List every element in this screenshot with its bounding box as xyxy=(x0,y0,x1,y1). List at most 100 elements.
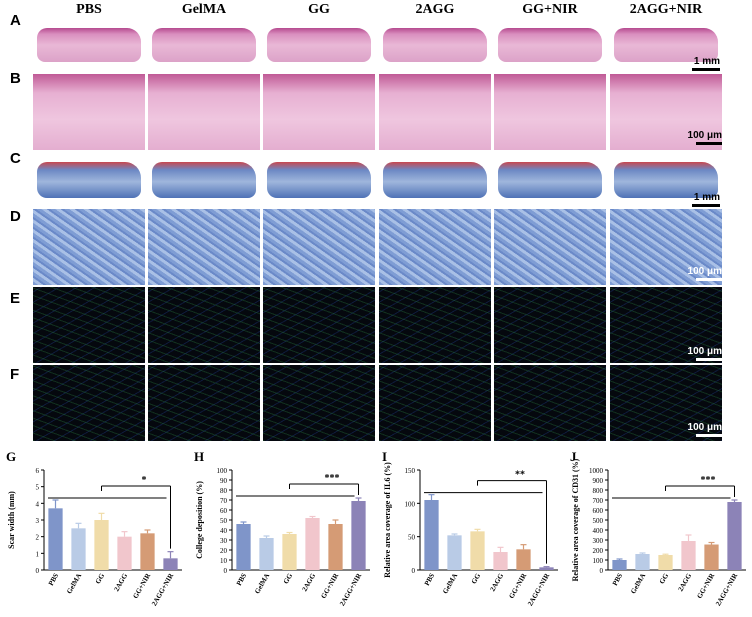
micrograph-D-1 xyxy=(148,209,260,285)
micrograph-C-1 xyxy=(148,154,260,206)
y-tick-label: 200 xyxy=(593,547,604,555)
y-tick-label: 100 xyxy=(217,467,228,475)
micrograph-C-2 xyxy=(263,154,375,206)
scale-bar-a: 1 mm xyxy=(680,56,720,71)
row-label-3: D xyxy=(10,208,21,225)
x-tick-label: 2AGG+NIR xyxy=(338,571,364,607)
tissue-section xyxy=(152,162,256,198)
tissue-section xyxy=(379,365,491,441)
y-tick-label: 300 xyxy=(593,537,604,545)
x-tick-label: PBS xyxy=(47,572,60,587)
micrograph-D-3 xyxy=(379,209,491,285)
micrograph-E-5 xyxy=(610,287,722,363)
column-header-0: PBS xyxy=(76,2,102,17)
y-axis-label: College deposition (%) xyxy=(195,481,204,559)
x-tick-label: PBS xyxy=(235,572,248,587)
row-label-4: E xyxy=(10,290,21,307)
bar-0 xyxy=(424,500,439,570)
bar-3 xyxy=(681,541,696,570)
row-label-2: C xyxy=(10,150,21,167)
tissue-section xyxy=(152,28,256,62)
tissue-section xyxy=(610,287,722,363)
micrograph-B-0 xyxy=(33,74,145,150)
tissue-section xyxy=(383,28,487,62)
column-header-4: GG+NIR xyxy=(522,2,578,17)
scale-bar-d-label: 100 μm xyxy=(687,266,722,277)
column-header-5: 2AGG+NIR xyxy=(629,2,703,17)
x-tick-label: GG+NIR xyxy=(319,571,340,600)
micrograph-B-2 xyxy=(263,74,375,150)
y-tick-label: 10 xyxy=(220,557,228,565)
tissue-section xyxy=(33,365,145,441)
micrograph-D-4 xyxy=(494,209,606,285)
y-tick-label: 5 xyxy=(36,484,40,492)
tissue-section xyxy=(498,162,602,198)
y-axis-label: Relative area coverage of CD31 (%) xyxy=(571,458,580,581)
tissue-section xyxy=(148,365,260,441)
sig-stars: *** xyxy=(325,473,340,484)
micrograph-F-5 xyxy=(610,365,722,441)
y-tick-label: 2 xyxy=(36,534,40,542)
y-tick-label: 0 xyxy=(412,567,416,575)
column-header-3: 2AGG xyxy=(415,2,455,17)
x-tick-label: GelMA xyxy=(253,572,271,595)
micrograph-F-2 xyxy=(263,365,375,441)
micrograph-E-3 xyxy=(379,287,491,363)
row-label-0: A xyxy=(10,12,21,29)
y-tick-label: 400 xyxy=(593,527,604,535)
chart-j: J 0 100 200 300 400 500 600 700 800 900 1000 Relativ… xyxy=(564,449,752,612)
micrograph-C-0 xyxy=(33,154,145,206)
bar-5 xyxy=(727,502,742,570)
scale-bar-c-label: 1 mm xyxy=(693,192,720,203)
scale-bar-e: 100 μm xyxy=(676,346,722,361)
bar-0 xyxy=(48,508,63,570)
micrograph-E-2 xyxy=(263,287,375,363)
tissue-section xyxy=(37,28,141,62)
micrograph-A-1 xyxy=(148,18,260,68)
column-header-1: GelMA xyxy=(181,2,227,17)
bar-4 xyxy=(704,544,719,570)
bar-2 xyxy=(658,555,673,570)
bar-2 xyxy=(94,520,109,570)
y-tick-label: 1000 xyxy=(589,467,604,475)
bar-5 xyxy=(539,567,554,570)
y-tick-label: 90 xyxy=(220,477,228,485)
y-tick-label: 0 xyxy=(36,567,40,575)
y-tick-label: 1 xyxy=(36,550,40,558)
y-tick-label: 3 xyxy=(36,517,40,525)
bar-1 xyxy=(635,554,650,570)
x-tick-label: GelMA xyxy=(65,572,83,595)
y-tick-label: 40 xyxy=(220,527,228,535)
scale-bar-e-label: 100 μm xyxy=(687,346,722,357)
x-tick-label: GG xyxy=(282,572,295,586)
y-tick-label: 500 xyxy=(593,517,604,525)
x-tick-label: PBS xyxy=(423,572,436,587)
tissue-section xyxy=(263,365,375,441)
micrograph-D-0 xyxy=(33,209,145,285)
sig-stars: *** xyxy=(701,475,716,486)
bar-5 xyxy=(163,558,178,570)
micrograph-F-4 xyxy=(494,365,606,441)
y-tick-label: 700 xyxy=(593,497,604,505)
scale-bar-a-label: 1 mm xyxy=(693,56,720,67)
bar-2 xyxy=(470,531,485,570)
scale-bar-d: 100 μm xyxy=(676,266,722,281)
bar-4 xyxy=(328,524,343,570)
tissue-section xyxy=(494,365,606,441)
panel-label-i: I xyxy=(382,450,387,464)
tissue-section xyxy=(614,28,718,62)
tissue-section xyxy=(33,287,145,363)
micrograph-A-3 xyxy=(379,18,491,68)
sig-stars: * xyxy=(142,475,147,486)
bar-4 xyxy=(140,533,155,570)
micrograph-E-1 xyxy=(148,287,260,363)
sig-stars: ** xyxy=(515,470,525,481)
micrograph-A-0 xyxy=(33,18,145,68)
column-header-2: GG xyxy=(308,2,330,17)
micrograph-F-1 xyxy=(148,365,260,441)
tissue-section xyxy=(263,287,375,363)
tissue-section xyxy=(383,162,487,198)
y-axis-label: Relative area coverage of IL6 (%) xyxy=(383,462,392,578)
bar-2 xyxy=(282,534,297,570)
x-tick-label: GG xyxy=(94,572,107,586)
